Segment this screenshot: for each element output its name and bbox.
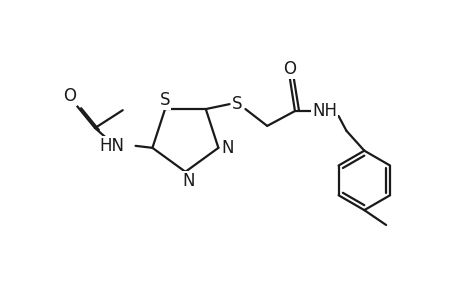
Text: O: O [283, 60, 296, 78]
Text: NH: NH [312, 102, 336, 120]
Text: N: N [182, 172, 194, 190]
Text: S: S [232, 95, 242, 113]
Text: N: N [221, 139, 233, 157]
Text: HN: HN [100, 137, 124, 155]
Text: S: S [159, 91, 170, 109]
Text: O: O [62, 87, 76, 105]
